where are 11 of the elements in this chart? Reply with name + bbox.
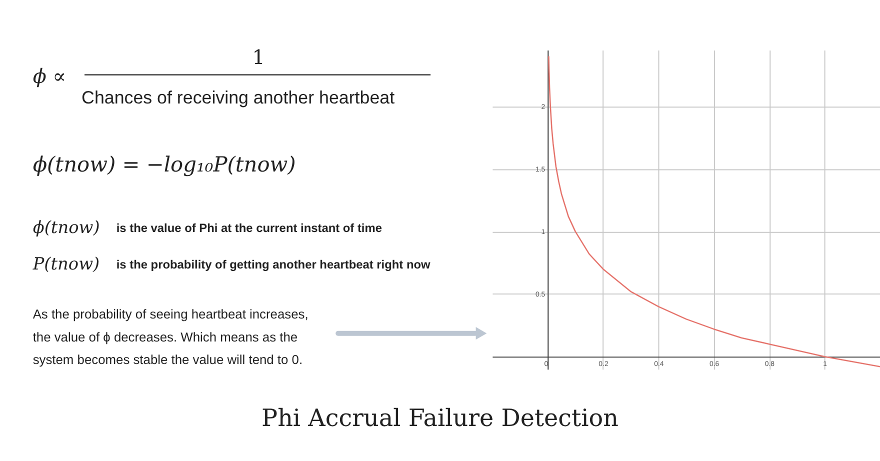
text: is the value of Phi at the current instant of time — [116, 220, 382, 235]
text: P(tnow) — [32, 254, 100, 274]
text: ϕ ∝ — [32, 64, 66, 88]
text: Chances of receiving another heartbeat — [82, 88, 395, 108]
text: Phi Accrual Failure Detection — [262, 404, 618, 432]
text: ϕ(tnow) — [32, 216, 100, 237]
text: 1 — [252, 46, 265, 69]
line-series — [548, 56, 880, 368]
text: is the probability of getting another heartbeat right now — [116, 258, 432, 272]
text: As the probability of seeing heartbeat increases, the value of ϕ decreases. Which means as the system becomes stable the value will tend to 0. — [32, 306, 308, 368]
text: ϕ(tnow) = −log₁₀P(tnow) — [32, 152, 296, 176]
